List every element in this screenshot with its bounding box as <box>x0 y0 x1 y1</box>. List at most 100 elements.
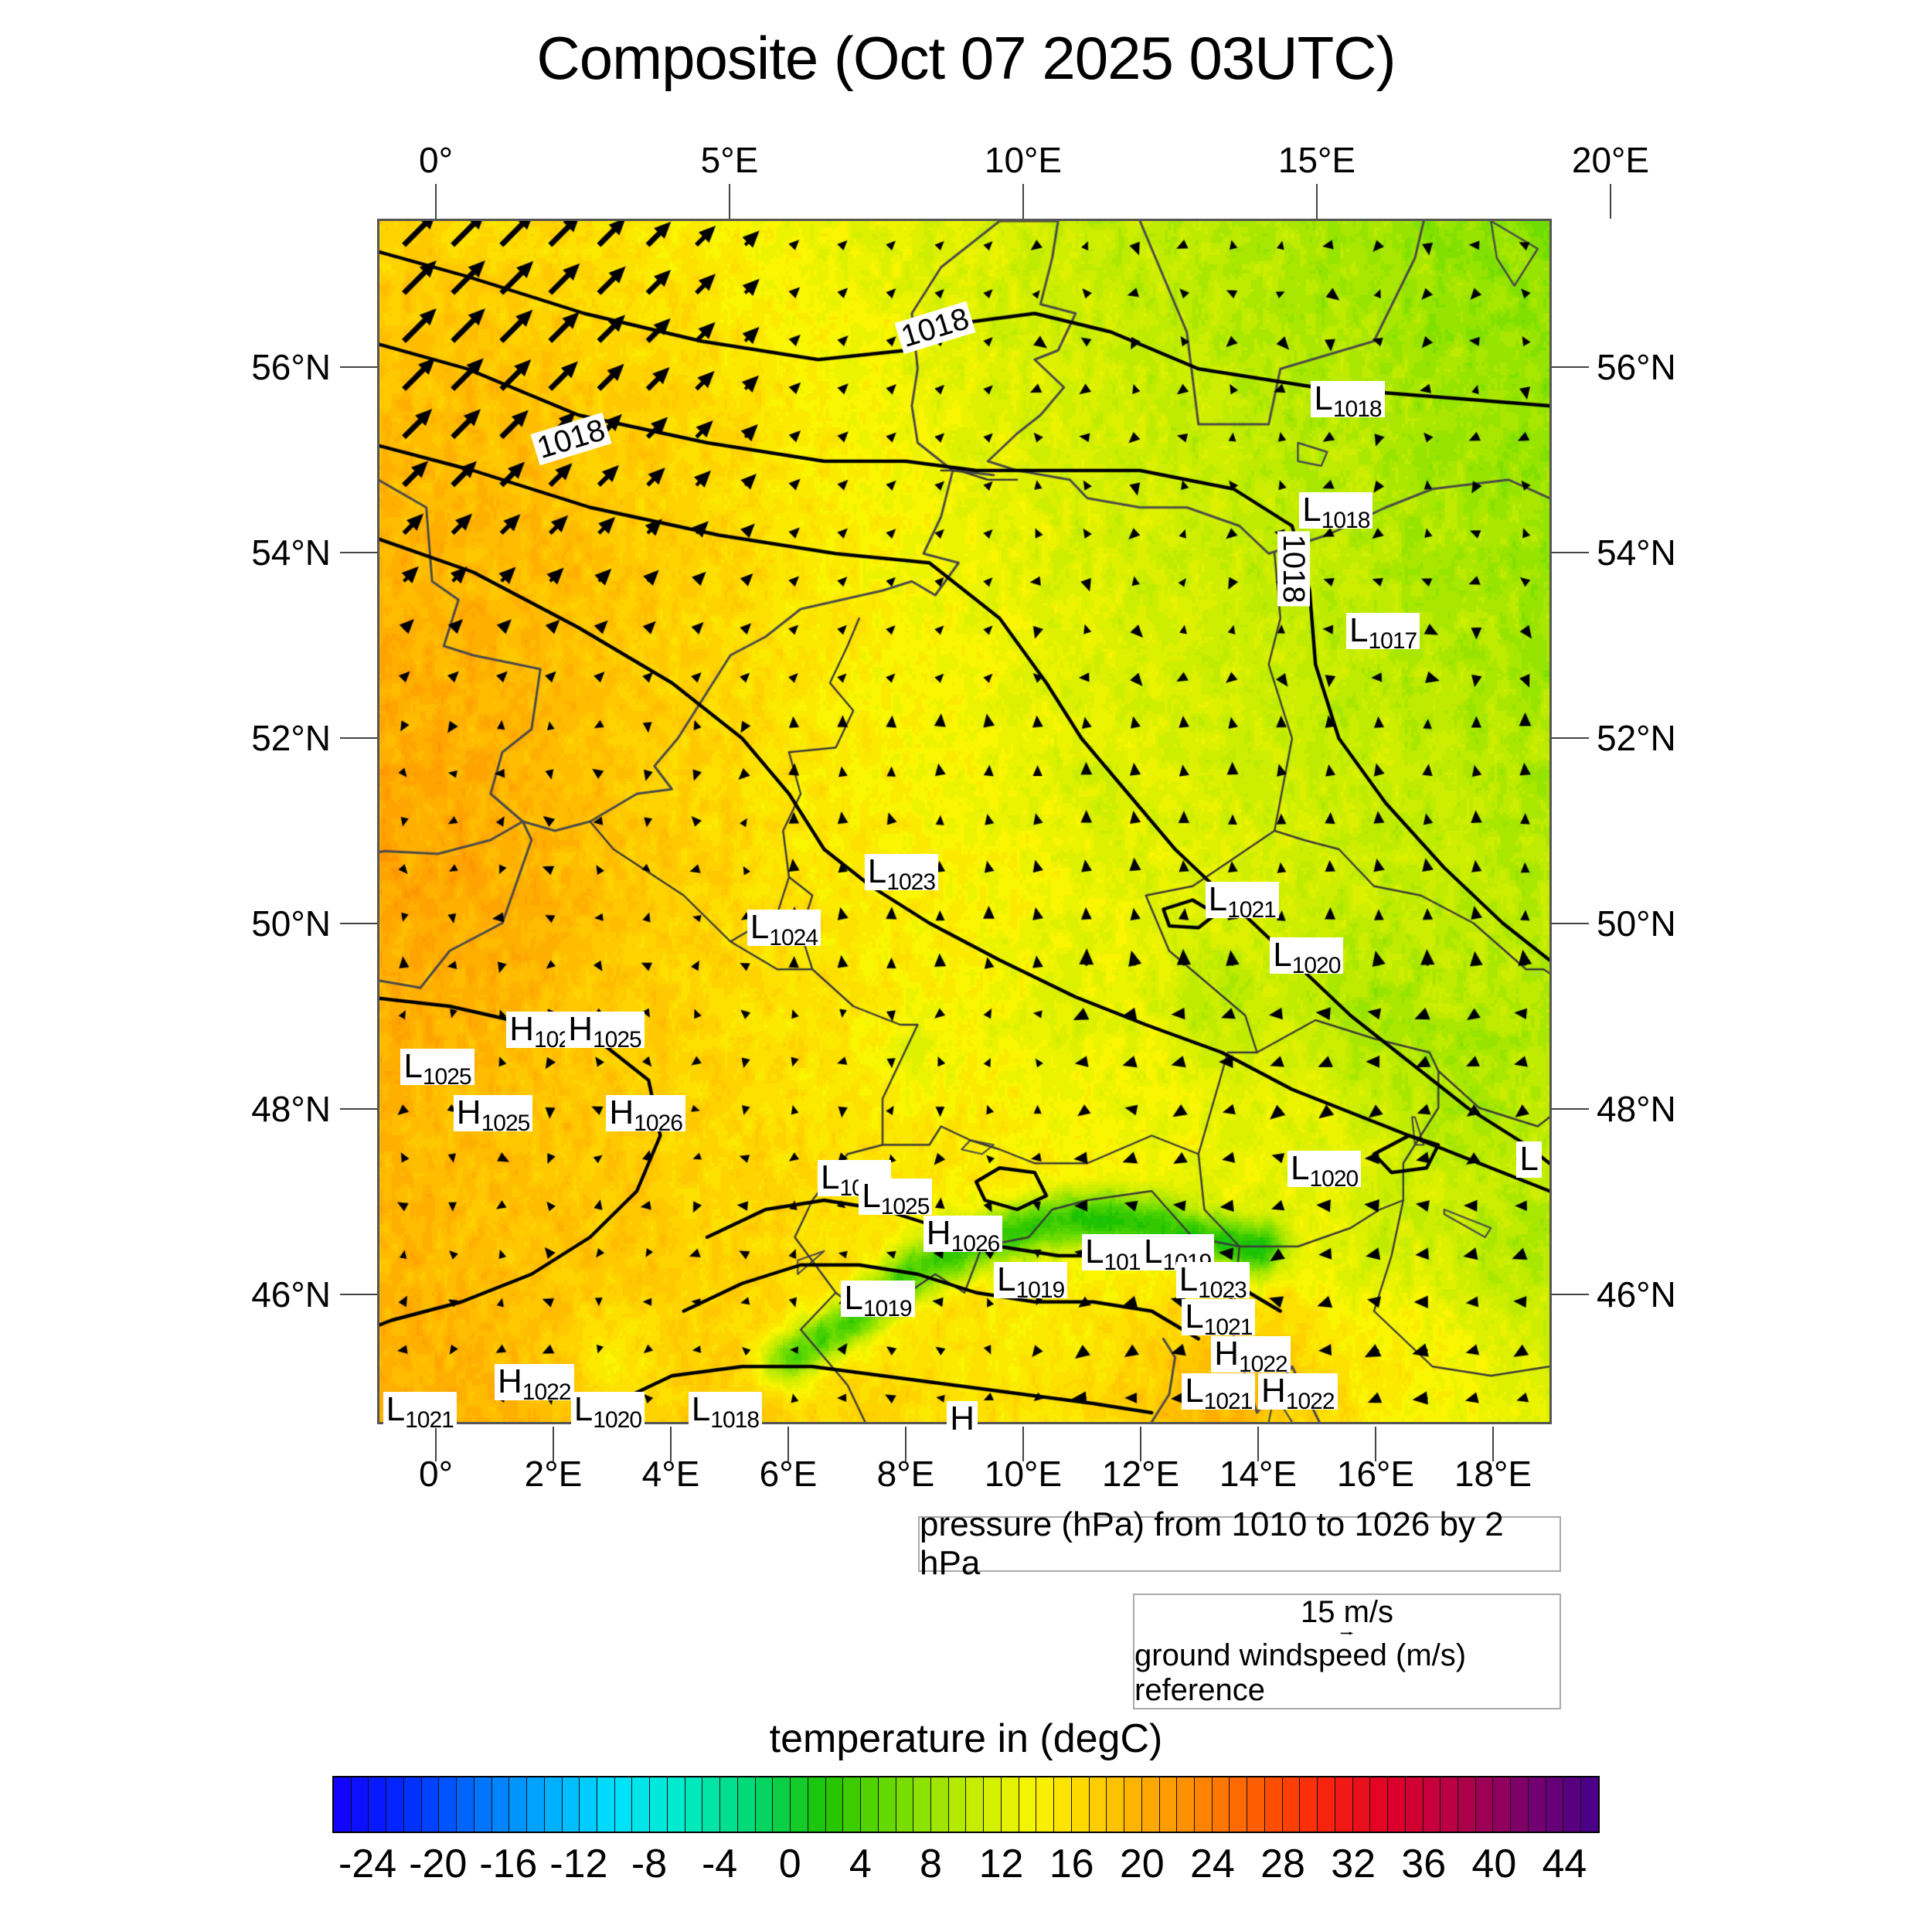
colorbar-cell <box>1423 1777 1441 1832</box>
colorbar-cell <box>702 1777 721 1832</box>
pressure-extremum-label: L1024 <box>747 908 821 950</box>
colorbar-cell <box>1511 1777 1529 1832</box>
pressure-type: L <box>1185 1298 1204 1335</box>
left-axis-tick <box>340 1294 377 1295</box>
right-axis-tick-label: 52°N <box>1597 718 1676 758</box>
pressure-type: H <box>950 1400 975 1437</box>
bottom-axis-tick <box>787 1427 789 1461</box>
colorbar-cell <box>1352 1777 1371 1832</box>
pressure-extremum-label: H1022 <box>1211 1336 1291 1376</box>
pressure-extremum-label: L1021 <box>1182 1373 1256 1413</box>
pressure-value: 1024 <box>769 925 818 951</box>
right-arrow-icon <box>1340 1631 1354 1635</box>
pressure-type: L <box>691 1390 711 1428</box>
colorbar-tick-label: -12 <box>549 1842 608 1886</box>
wind-reference-legend: 15 m/s ground windspeed (m/s) reference <box>1133 1594 1561 1709</box>
colorbar-cell <box>667 1777 685 1832</box>
pressure-extremum-label: L1018 <box>688 1390 763 1432</box>
pressure-type: L <box>750 908 770 946</box>
pressure-extremum-label: L1019 <box>994 1262 1068 1302</box>
wind-reference-value: 15 m/s <box>1300 1595 1394 1629</box>
pressure-value: 1018 <box>1321 508 1371 533</box>
bottom-axis-tick <box>1022 1427 1024 1461</box>
pressure-value: 1025 <box>880 1194 930 1219</box>
bottom-axis-tick <box>1492 1427 1494 1461</box>
top-axis-tick <box>729 184 730 219</box>
pressure-value: 1019 <box>862 1296 913 1321</box>
colorbar-cell <box>421 1777 440 1832</box>
pressure-type: L <box>1085 1233 1104 1270</box>
colorbar-cell <box>457 1777 474 1832</box>
colorbar-cell <box>1405 1777 1423 1832</box>
top-axis-tick <box>1316 184 1318 219</box>
pressure-extremum-label: H <box>947 1401 978 1437</box>
pressure-value: 1022 <box>1238 1352 1288 1377</box>
colorbar-cell <box>1300 1777 1318 1832</box>
colorbar-cell <box>825 1777 844 1832</box>
pressure-extremum-label: L1021 <box>1205 882 1279 922</box>
pressure-value: 1022 <box>522 1379 572 1405</box>
colorbar-cell <box>913 1777 931 1832</box>
pressure-value: 1020 <box>1291 953 1342 978</box>
pressure-type: H <box>609 1094 634 1131</box>
pressure-type: H <box>926 1214 951 1252</box>
colorbar-tick-label: -16 <box>479 1842 538 1886</box>
colorbar-tick-label: -4 <box>701 1842 738 1886</box>
colorbar-cell <box>1546 1777 1564 1832</box>
pressure-type: H <box>456 1094 481 1131</box>
left-axis-tick-label: 56°N <box>251 347 331 387</box>
colorbar-cell <box>1563 1777 1582 1832</box>
right-axis-tick-label: 46°N <box>1597 1274 1676 1315</box>
pressure-type: L <box>1349 611 1369 649</box>
colorbar-cell <box>1107 1777 1125 1832</box>
colorbar-cell <box>1001 1777 1019 1832</box>
pressure-value: 1022 <box>1285 1389 1335 1414</box>
left-axis-tick <box>340 366 377 368</box>
colorbar-cell <box>1528 1777 1546 1832</box>
temperature-colorbar[interactable] <box>332 1776 1600 1833</box>
left-axis-tick-label: 48°N <box>251 1089 331 1129</box>
colorbar-cell <box>369 1777 387 1832</box>
colorbar-cell <box>1071 1777 1090 1832</box>
pressure-value: 1026 <box>634 1111 683 1136</box>
colorbar-cell <box>896 1777 914 1832</box>
colorbar-cell <box>861 1777 879 1832</box>
colorbar-cell <box>755 1777 774 1832</box>
colorbar-cell <box>1230 1777 1248 1832</box>
right-axis-tick-label: 54°N <box>1597 532 1676 573</box>
colorbar-cell <box>737 1777 756 1832</box>
left-axis-tick-label: 50°N <box>251 903 331 944</box>
colorbar-tick-label: -8 <box>631 1842 668 1886</box>
page-title: Composite (Oct 07 2025 03UTC) <box>536 24 1396 92</box>
pressure-value: 1021 <box>1203 1315 1253 1340</box>
pressure-type: H <box>1261 1372 1286 1410</box>
right-axis-tick-label: 50°N <box>1597 903 1676 944</box>
pressure-extremum-label: L1017 <box>1346 611 1420 653</box>
bottom-axis-tick <box>1140 1427 1141 1461</box>
pressure-value: 1020 <box>1309 1166 1359 1192</box>
colorbar-cell <box>1264 1777 1283 1832</box>
colorbar-tick-label: 44 <box>1542 1842 1587 1886</box>
colorbar-cell <box>1194 1777 1213 1832</box>
pressure-type: H <box>509 1010 534 1048</box>
colorbar-cell <box>1318 1777 1335 1832</box>
pressure-value: 1023 <box>1198 1277 1247 1303</box>
pressure-extremum-label: L1021 <box>1182 1298 1256 1339</box>
colorbar-cell <box>984 1777 1002 1832</box>
colorbar-tick-label: -20 <box>409 1842 468 1886</box>
colorbar-cell <box>597 1777 615 1832</box>
pressure-type: L <box>821 1158 840 1196</box>
pressure-extremum-label: L1023 <box>1175 1262 1250 1302</box>
pressure-type: L <box>386 1390 406 1428</box>
colorbar-cell <box>1370 1777 1389 1832</box>
colorbar-cell <box>351 1777 369 1832</box>
right-axis-tick <box>1552 1294 1589 1295</box>
colorbar-tick-label: 4 <box>849 1842 872 1886</box>
wind-reference-caption: ground windspeed (m/s) reference <box>1134 1638 1467 1707</box>
pressure-type: L <box>1291 1149 1310 1187</box>
colorbar-cell <box>580 1777 598 1832</box>
colorbar-cell <box>948 1777 967 1832</box>
left-axis-tick <box>340 923 377 924</box>
colorbar-cell <box>1335 1777 1353 1832</box>
top-axis-tick-label: 0° <box>419 140 453 180</box>
